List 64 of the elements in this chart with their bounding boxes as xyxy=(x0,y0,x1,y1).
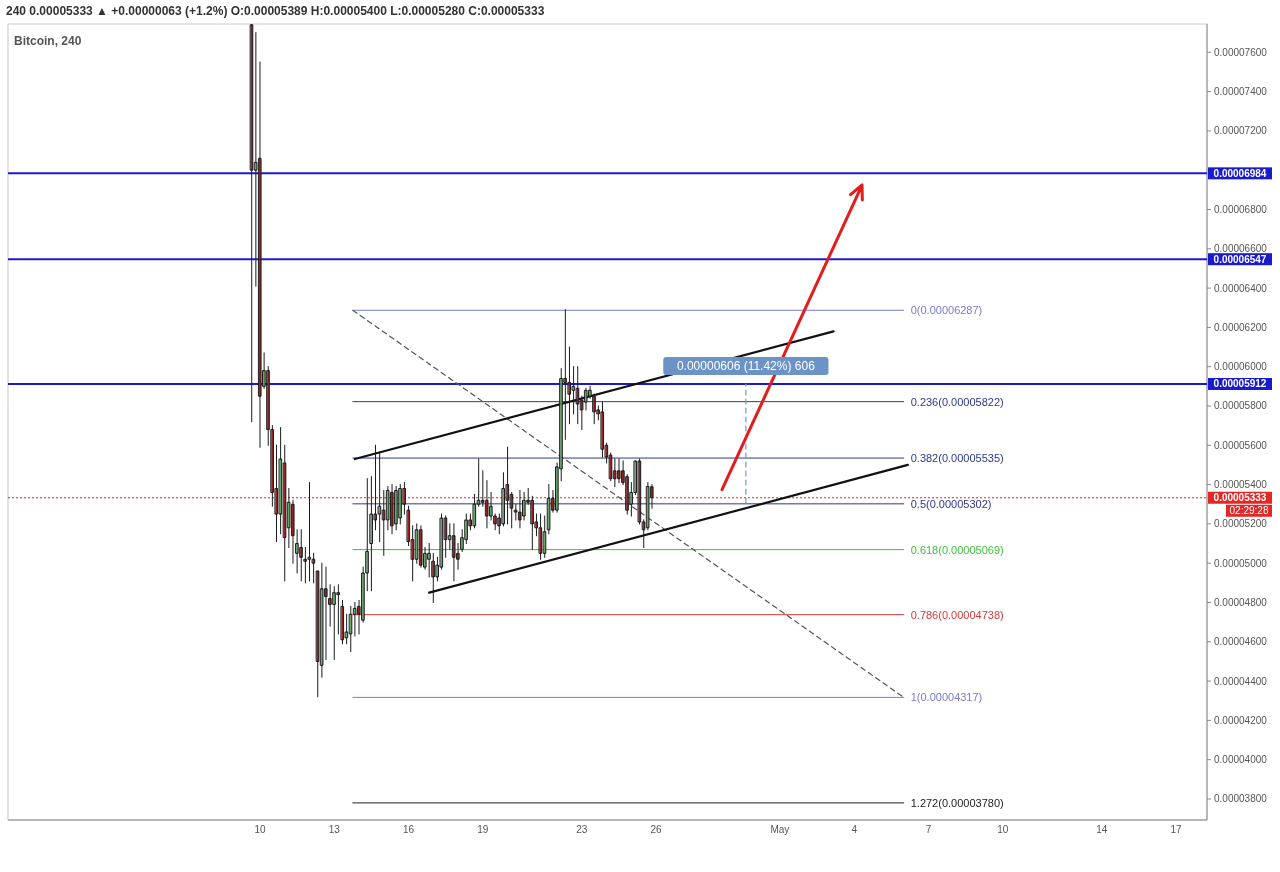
x-tick-label: 19 xyxy=(477,824,489,835)
candlestick xyxy=(547,484,551,535)
chart-title: 240 0.00005333 ▲ +0.00000063 (+1.2%) O:0.00005389 H:0.00005400 L:0.00005280 C:0.00005333 xyxy=(6,4,545,18)
y-tick-label: 0.00004800 xyxy=(1214,596,1268,608)
x-tick-label: 14 xyxy=(1096,824,1108,835)
x-tick-label: 23 xyxy=(576,824,588,835)
candlestick xyxy=(427,543,431,578)
series-label: 0.236(0.00005822) xyxy=(910,395,1004,408)
candlestick xyxy=(349,605,353,653)
y-tick-label: 0.00004600 xyxy=(1214,636,1268,648)
candlestick xyxy=(518,489,522,529)
y-tick-label: 0.00004400 xyxy=(1214,675,1268,687)
candlestick xyxy=(394,486,398,531)
x-tick-label: 4 xyxy=(851,824,858,835)
text: Bitcoin, 240 xyxy=(14,34,82,48)
series-label: 1(0.00004317) xyxy=(910,691,983,704)
candlestick xyxy=(307,482,312,582)
series-label: 0.382(0.00005535) xyxy=(910,452,1004,465)
candlestick xyxy=(340,600,345,645)
ref-line-label: 0.00005912 xyxy=(1213,378,1267,390)
y-tick-label: 0.00003800 xyxy=(1214,793,1268,805)
x-tick-label: 10 xyxy=(997,824,1009,835)
y-tick-label: 0.00005800 xyxy=(1214,400,1268,412)
candlestick xyxy=(332,586,336,660)
candlestick xyxy=(543,515,547,558)
y-tick-label: 0.00006800 xyxy=(1214,203,1268,215)
x-tick-label: 13 xyxy=(328,824,341,835)
series-label: 0.5(0.00005302) xyxy=(910,497,992,510)
y-tick-label: 0.00006600 xyxy=(1214,243,1268,255)
candlestick xyxy=(506,446,510,525)
y-tick-label: 0.00005000 xyxy=(1214,557,1268,569)
annotation: 0.00000606 (11.42%) 606 xyxy=(676,358,816,373)
candlestick xyxy=(617,458,621,484)
candlestick xyxy=(539,513,543,560)
x-tick-label: 10 xyxy=(254,824,266,835)
x-tick-label: 17 xyxy=(1170,824,1183,835)
series-label: 0.786(0.00004738) xyxy=(910,608,1004,621)
y-tick-label: 0.00004200 xyxy=(1214,714,1268,726)
y-tick-label: 0.00006000 xyxy=(1214,361,1268,373)
y-tick-label: 0.00005400 xyxy=(1214,479,1268,491)
x-tick-label: May xyxy=(770,824,790,835)
y-tick-label: 0.00007200 xyxy=(1214,125,1268,137)
candlestick xyxy=(390,484,394,535)
ref-line-label: 0.00006984 xyxy=(1213,167,1267,179)
candlestick xyxy=(452,523,456,582)
y-tick-label: 0.00005600 xyxy=(1214,439,1268,451)
y-tick-label: 0.00006200 xyxy=(1214,321,1268,333)
candlestick xyxy=(419,525,423,568)
series-label: 0.618(0.00005069) xyxy=(910,543,1004,556)
x-tick-label: 16 xyxy=(402,824,415,835)
series-label: 1.272(0.00003780) xyxy=(910,796,1004,809)
y-tick-label: 0.00005200 xyxy=(1214,518,1268,530)
y-tick-label: 0.00004000 xyxy=(1214,754,1268,766)
x-tick-label: 26 xyxy=(650,824,663,835)
ref-line-label: 0.00006547 xyxy=(1213,253,1267,265)
y-tick-label: 0.00006400 xyxy=(1214,282,1268,294)
series-label: 0(0.00006287) xyxy=(910,304,983,317)
text: 02:29:28 xyxy=(1229,505,1269,517)
y-tick-label: 0.00007600 xyxy=(1214,46,1268,58)
candlestick xyxy=(250,24,254,423)
x-tick-label: 7 xyxy=(925,824,932,835)
y-tick-label: 0.00007400 xyxy=(1214,86,1268,98)
ref-line-label: 0.00005333 xyxy=(1213,492,1267,504)
candlestick xyxy=(299,529,303,582)
